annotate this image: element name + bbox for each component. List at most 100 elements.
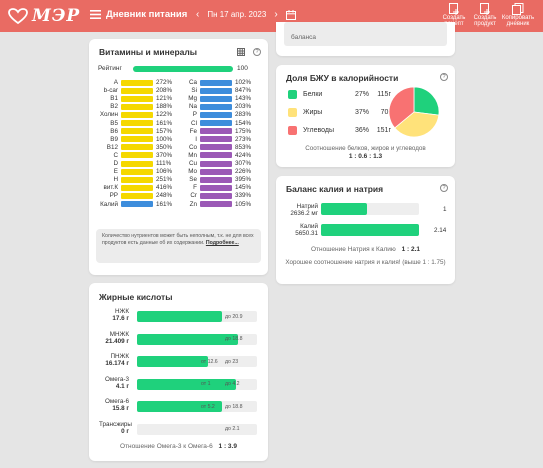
vitamin-percent: 847% [235,87,252,95]
vitamin-row[interactable]: Se 395% [175,176,251,183]
vitamin-percent: 208% [156,87,173,95]
vitamin-row[interactable]: вит.К 416% [96,184,173,192]
vitamin-percent: 339% [235,192,252,200]
vitamin-row[interactable]: B9 100% [96,136,172,143]
vitamin-bar [121,168,153,175]
incomplete-data-note: Количество нутриентов может быть неполны… [96,229,261,263]
vitamin-row[interactable]: Ca 102% [175,79,251,86]
chevron-left-icon[interactable]: ‹ [196,9,200,20]
help-icon[interactable]: ? [440,73,448,81]
copy-diary-button[interactable]: Копировать дневник [501,3,535,27]
current-date[interactable]: Пн 17 апр. 2023 [207,10,267,19]
menu-toggle[interactable]: Дневник питания [90,9,187,20]
vitamin-percent: 106% [156,168,173,176]
calendar-icon[interactable] [285,9,296,20]
vitamin-bar [200,192,232,199]
vitamin-row[interactable]: Холин 122% [96,111,172,118]
vitamin-row[interactable]: Fe 175% [175,128,251,135]
vitamin-percent: 161% [156,200,173,208]
pie-slice [413,86,440,116]
vitamin-name: B5 [110,119,118,127]
vitamin-row[interactable]: I 273% [175,136,251,143]
vitamin-row[interactable]: Cr 339% [175,192,251,199]
vitamin-name: Fe [189,127,197,135]
vitamin-row[interactable]: Cl 154% [175,120,251,127]
vitamin-row[interactable]: Na 203% [175,103,251,110]
macro-grams: 70г [380,108,391,116]
vitamin-row[interactable]: Mo 226% [175,168,251,175]
macro-grams: 151г [376,126,391,134]
fatty-acid-row[interactable]: НЖК 17.6 г до 20.9 [99,308,269,328]
vitamin-row[interactable]: D 111% [96,160,171,167]
vitamin-row[interactable]: A 272% [96,79,172,86]
vitamin-bar [121,192,153,199]
vitamin-percent: 283% [235,111,252,119]
vitamin-row[interactable]: Калий 161% [96,201,172,208]
vitamin-row[interactable]: b-car 208% [96,87,172,94]
vitamin-row[interactable]: B12 350% [96,144,172,151]
vitamin-name: D [113,160,118,167]
vitamin-row[interactable]: Mg 143% [175,95,251,102]
vitamin-row[interactable]: Cu 307% [175,160,251,167]
vitamin-bar [121,79,153,86]
help-icon[interactable]: ? [440,184,448,192]
potassium-bar-fill [321,224,419,236]
help-icon[interactable]: ? [253,48,261,56]
vitamins-card: Витамины и минералы ? Рейтинг 100 A 272% b… [89,39,268,275]
vitamin-row[interactable]: P 283% [175,111,251,118]
fatty-acid-row[interactable]: Омега-6 15.8 г от 5.2 до 18.8 [99,398,269,418]
app-logo[interactable]: МЭР [8,6,80,26]
legend-swatch [288,107,297,117]
vitamin-bar [121,144,153,151]
table-view-icon[interactable] [237,48,245,56]
potassium-sodium-card: Баланс калия и натрия ? Натрий 2636.2 мг… [276,176,455,284]
fatty-acid-row[interactable]: МНЖК 21.409 г до 18.8 [99,331,269,351]
vitamin-row[interactable]: B2 188% [96,103,172,110]
vitamin-name: Mg [188,95,197,103]
vitamin-row[interactable]: F 145% [175,184,251,191]
vitamin-name: B1 [110,95,118,103]
rating-bar-fill [133,66,233,72]
vitamin-row[interactable]: Co 853% [175,144,251,151]
fatty-acid-label: Омега-3 4.1 г [105,375,129,390]
pie-slice [394,111,440,138]
vitamin-row[interactable]: Si 847% [175,87,251,94]
vitamin-percent: 161% [156,119,173,127]
vitamin-row[interactable]: B5 161% [96,120,172,127]
macro-name: Углеводы [303,126,335,134]
vitamin-name: B12 [106,143,118,151]
vitamin-percent: 416% [156,184,173,192]
create-product-button[interactable]: Создать продукт [470,3,500,27]
vitamin-row[interactable]: B1 121% [96,95,172,102]
vitamin-bar [200,201,232,207]
vitamin-row[interactable]: H 251% [96,176,172,183]
vitamin-percent: 121% [156,95,173,103]
vitamin-row[interactable]: Zn 105% [175,201,251,208]
potassium-bar [321,224,419,236]
more-link[interactable]: Подробнее... [205,240,239,246]
fatty-acid-limit: от 12.6 [201,358,218,365]
chevron-right-icon[interactable]: › [274,9,278,20]
fatty-acid-bar: до 20.9 [137,311,257,322]
vitamin-percent: 122% [156,111,173,119]
sodium-ratio: 1 [443,206,447,213]
kna-ratio: Отношение Натрия к Калию 1 : 2.1 [310,246,421,253]
macro-percent: 36% [354,126,369,134]
vitamin-row[interactable]: C 370% [96,152,172,159]
vitamin-bar [200,79,232,86]
vitamin-row[interactable]: E 106% [96,168,172,175]
vitamin-row[interactable]: Mn 424% [175,152,251,159]
fatty-acid-row[interactable]: Трансжиры 0 г до 2.1 [99,421,269,441]
vitamin-row[interactable]: PP 248% [96,192,173,199]
fatty-acid-label: НЖК 17.6 г [112,308,129,322]
vitamin-bar [121,176,153,183]
fatty-acid-limit: от 1 [201,381,211,387]
fatty-acid-row[interactable]: ПНЖК 16.174 г от 12.6 до 23 [99,353,269,373]
vitamin-name: A [113,79,118,86]
vitamin-row[interactable]: B6 157% [96,128,172,135]
vitamin-percent: 143% [235,95,252,103]
vitamin-bar [200,160,232,167]
heart-logo-icon [8,8,28,24]
fatty-acid-row[interactable]: Омега-3 4.1 г от 1 до 4.2 [99,376,269,396]
date-navigator: ‹ Пн 17 апр. 2023 › [196,9,296,20]
